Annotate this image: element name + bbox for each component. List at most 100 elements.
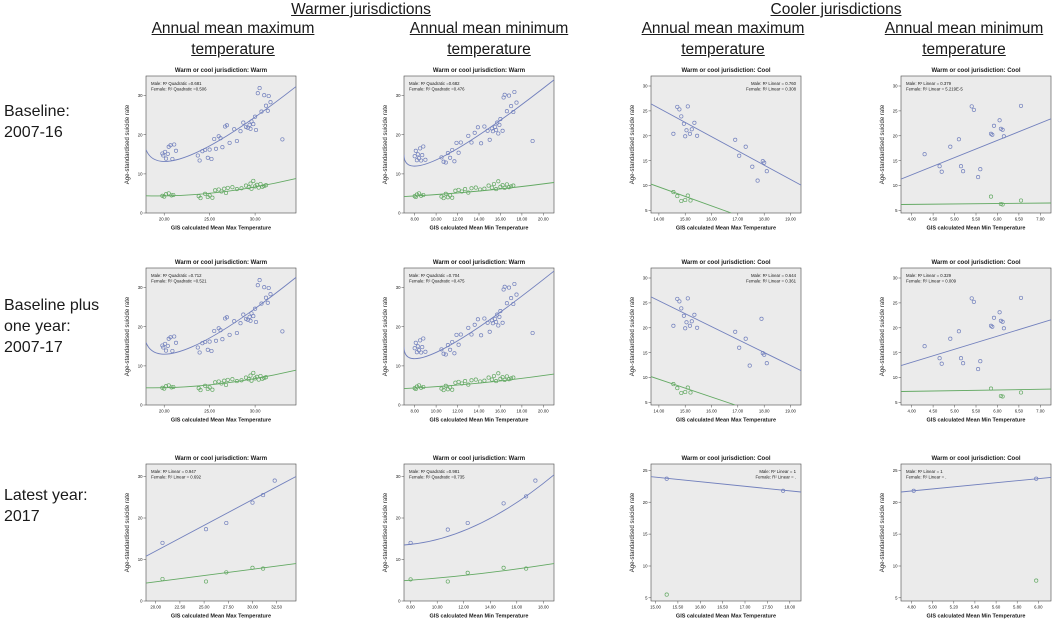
male-point xyxy=(195,345,200,350)
male-point xyxy=(441,351,446,356)
male-point xyxy=(165,151,170,156)
x-tick-label: 22.50 xyxy=(175,605,186,610)
annotation-line: Male: R² Linear = 0.329 xyxy=(906,273,952,278)
y-tick-label: 15 xyxy=(893,350,898,355)
female-point xyxy=(459,189,464,194)
female-point xyxy=(463,187,468,192)
x-tick-label: 32.50 xyxy=(271,605,282,610)
male-point xyxy=(997,118,1002,123)
male-point xyxy=(213,146,219,151)
y-tick-label: 30 xyxy=(893,276,898,281)
female-point xyxy=(496,179,501,184)
x-tick-label: 19.00 xyxy=(785,217,796,222)
female-point xyxy=(207,385,212,390)
y-tick-label: 25 xyxy=(643,468,648,473)
male-point xyxy=(504,301,509,306)
male-point xyxy=(961,361,966,366)
female-point xyxy=(469,186,474,191)
male-point xyxy=(948,144,953,149)
male-point xyxy=(937,356,942,361)
male-fit-line xyxy=(901,476,1051,493)
female-point xyxy=(675,194,680,199)
female-point xyxy=(166,191,171,196)
female-point xyxy=(256,185,261,190)
x-tick-label: 4.50 xyxy=(929,409,938,414)
male-point xyxy=(415,152,420,157)
female-point xyxy=(463,379,468,384)
male-point xyxy=(247,314,252,319)
male-point xyxy=(692,120,697,125)
female-point xyxy=(230,185,235,190)
x-tick-label: 6.50 xyxy=(1015,217,1024,222)
male-point xyxy=(472,322,477,327)
male-point xyxy=(212,328,217,334)
male-point xyxy=(685,296,690,301)
male-point xyxy=(224,315,229,320)
male-point xyxy=(420,345,425,350)
male-point xyxy=(265,300,270,305)
male-point xyxy=(419,350,424,355)
male-point xyxy=(168,143,173,148)
y-tick-label: 25 xyxy=(643,301,648,306)
male-point xyxy=(248,126,253,131)
male-point xyxy=(922,152,927,157)
male-point xyxy=(743,144,748,149)
y-tick-label: 30 xyxy=(138,93,143,98)
female-point xyxy=(486,375,491,380)
male-point xyxy=(961,169,966,174)
female-point xyxy=(489,185,494,190)
female-point xyxy=(1018,198,1024,203)
y-axis-label: Age-standardised suicide rate xyxy=(880,104,886,184)
male-point xyxy=(497,122,502,127)
female-point xyxy=(441,388,446,393)
female-point xyxy=(198,388,203,393)
x-tick-label: 8.00 xyxy=(411,217,420,222)
x-tick-label: 19.00 xyxy=(785,409,796,414)
male-point xyxy=(458,332,463,337)
female-point xyxy=(222,186,227,191)
x-tick-label: 6.00 xyxy=(993,409,1002,414)
chart-cell-baseline-cool-max: Warm or cool jurisdiction: Cool 14.00 15.0… xyxy=(627,63,805,241)
y-tick-label: 5 xyxy=(895,400,898,405)
plot-area xyxy=(403,463,555,602)
male-point xyxy=(671,131,676,136)
male-point xyxy=(466,325,471,330)
male-point xyxy=(487,137,492,142)
male-point xyxy=(991,315,997,320)
column-header-cool-min: Annual mean minimum temperature xyxy=(884,20,1044,58)
female-point xyxy=(216,379,221,384)
male-point xyxy=(687,131,692,136)
chart-cell-latest-cool-max: Warm or cool jurisdiction: Cool 15.00 15.5… xyxy=(627,451,805,629)
y-tick-label: 20 xyxy=(138,324,143,329)
female-point xyxy=(688,198,693,203)
female-point xyxy=(671,382,676,387)
male-point xyxy=(207,147,212,152)
chart: Warm or cool jurisdiction: Cool 15.00 15.5… xyxy=(630,456,802,620)
male-point xyxy=(1018,103,1024,108)
male-point xyxy=(689,127,694,132)
male-point xyxy=(496,323,501,328)
male-point xyxy=(250,500,255,505)
male-point xyxy=(969,296,974,301)
chart-title: Warm or cool jurisdiction: Cool xyxy=(931,68,1020,74)
x-axis-label: GIS calculated Mean Min Temperature xyxy=(430,226,529,232)
male-point xyxy=(263,103,269,108)
male-fit-line xyxy=(404,270,554,360)
female-point xyxy=(198,196,203,201)
y-tick-label: 10 xyxy=(893,375,898,380)
male-fit-line xyxy=(651,103,801,186)
female-point xyxy=(249,186,254,191)
male-point xyxy=(684,128,689,133)
male-point xyxy=(420,153,425,158)
male-point xyxy=(238,129,243,134)
plot-area xyxy=(900,463,1052,602)
male-point xyxy=(418,146,423,151)
male-fit-line xyxy=(651,296,801,372)
female-point xyxy=(501,565,506,570)
male-point xyxy=(502,92,507,97)
male-point xyxy=(495,120,500,125)
female-point xyxy=(506,185,512,190)
y-tick-label: 5 xyxy=(645,400,648,405)
annotation-line: Male: R² Quadratic =0.682 xyxy=(409,81,460,86)
male-point xyxy=(509,296,514,301)
